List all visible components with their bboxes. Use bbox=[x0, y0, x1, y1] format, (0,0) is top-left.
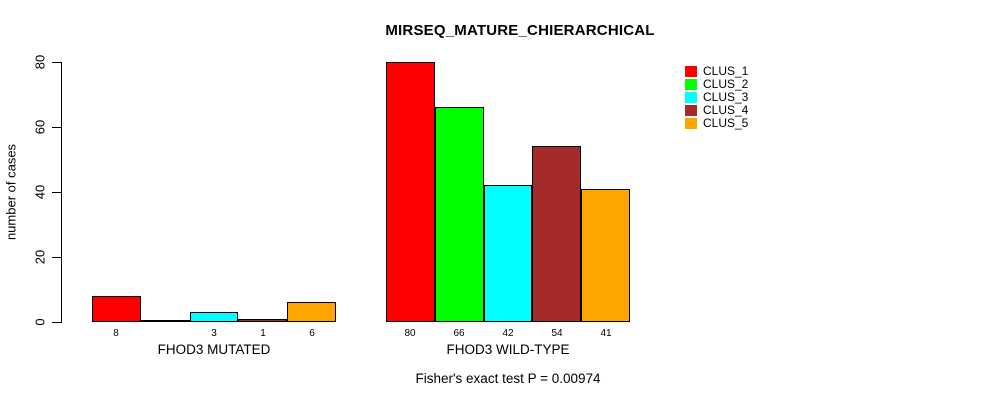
bar-clus_1-group2 bbox=[386, 62, 435, 322]
y-tick-label: 20 bbox=[32, 249, 48, 265]
legend-item: CLUS_5 bbox=[685, 117, 748, 130]
bar-clus_3-group1 bbox=[190, 312, 238, 322]
bar-clus_2-group1 bbox=[141, 320, 190, 322]
bar-value-label: 3 bbox=[211, 328, 217, 339]
bar-clus_5-group2 bbox=[581, 189, 630, 322]
legend-label: CLUS_2 bbox=[703, 77, 749, 91]
bar-value-label: 66 bbox=[453, 328, 465, 339]
y-tick-label: 40 bbox=[32, 184, 48, 200]
bar-value-label: 6 bbox=[309, 328, 315, 339]
bar-value-label: 8 bbox=[113, 328, 119, 339]
y-axis-title: number of cases bbox=[3, 143, 19, 241]
bar-clus_4-group1 bbox=[238, 319, 287, 322]
bar-clus_4-group2 bbox=[532, 146, 581, 322]
legend-item: CLUS_3 bbox=[685, 91, 748, 104]
legend-label: CLUS_1 bbox=[703, 64, 749, 78]
chart-title: MIRSEQ_MATURE_CHIERARCHICAL bbox=[385, 22, 655, 39]
bar-clus_1-group1 bbox=[92, 296, 141, 322]
x-group-label: FHOD3 MUTATED bbox=[157, 342, 271, 357]
chart-legend: CLUS_1 CLUS_2 CLUS_3 CLUS_4 CLUS_5 bbox=[685, 65, 748, 130]
bar-value-label: 1 bbox=[260, 328, 266, 339]
y-tick-label: 80 bbox=[32, 54, 48, 70]
legend-label: CLUS_3 bbox=[703, 90, 749, 104]
bar-value-label: 41 bbox=[600, 328, 612, 339]
y-tick-mark bbox=[52, 62, 61, 63]
y-tick-mark bbox=[52, 322, 61, 323]
bar-clus_3-group2 bbox=[484, 185, 532, 322]
x-group-label: FHOD3 WILD-TYPE bbox=[446, 342, 570, 357]
y-tick-label: 0 bbox=[32, 318, 48, 326]
legend-swatch bbox=[685, 79, 697, 90]
legend-swatch bbox=[685, 66, 697, 77]
legend-swatch bbox=[685, 92, 697, 103]
bar-value-label: 54 bbox=[551, 328, 563, 339]
legend-item: CLUS_1 bbox=[685, 65, 748, 78]
y-axis-line bbox=[61, 62, 62, 323]
y-tick-mark bbox=[52, 192, 61, 193]
y-tick-label: 60 bbox=[32, 119, 48, 135]
legend-label: CLUS_4 bbox=[703, 103, 749, 117]
legend-item: CLUS_2 bbox=[685, 78, 748, 91]
legend-label: CLUS_5 bbox=[703, 116, 749, 130]
legend-item: CLUS_4 bbox=[685, 104, 748, 117]
bar-clus_5-group1 bbox=[287, 302, 336, 322]
legend-swatch bbox=[685, 118, 697, 129]
legend-swatch bbox=[685, 105, 697, 116]
fisher-test-annotation: Fisher's exact test P = 0.00974 bbox=[415, 371, 601, 386]
bar-value-label: 80 bbox=[404, 328, 416, 339]
y-tick-mark bbox=[52, 127, 61, 128]
bar-value-label: 42 bbox=[502, 328, 514, 339]
y-tick-mark bbox=[52, 257, 61, 258]
bar-clus_2-group2 bbox=[435, 107, 484, 322]
